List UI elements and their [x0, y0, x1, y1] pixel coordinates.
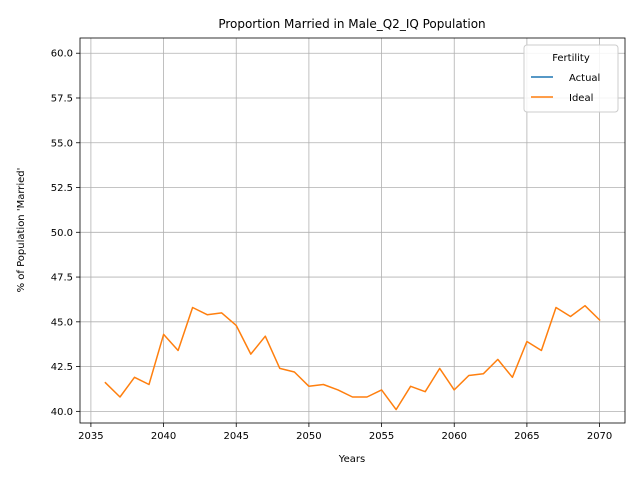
legend: Fertility Actual Ideal — [523, 44, 619, 113]
x-tick-label: 2070 — [587, 431, 612, 442]
y-tick-label: 45.0 — [51, 317, 73, 328]
y-tick-label: 57.5 — [51, 93, 73, 104]
y-tick-label: 52.5 — [51, 183, 73, 194]
y-tick-label: 42.5 — [51, 362, 73, 373]
chart-title: Proportion Married in Male_Q2_IQ Populat… — [218, 17, 485, 31]
y-axis-label: % of Population 'Married' — [16, 168, 27, 293]
y-axis: 40.0 42.5 45.0 47.5 50.0 52.5 55.0 57.5 60.0 — [51, 49, 80, 418]
x-axis: 2035 2040 2045 2050 2055 2060 2065 2070 — [78, 423, 612, 442]
legend-box — [523, 44, 619, 113]
y-tick-label: 47.5 — [51, 273, 73, 284]
x-tick-label: 2065 — [514, 431, 539, 442]
series-layer — [104, 304, 601, 411]
plot-frame — [79, 37, 626, 424]
x-tick-label: 2060 — [442, 431, 467, 442]
x-tick-label: 2045 — [224, 431, 249, 442]
y-tick-label: 40.0 — [51, 407, 73, 418]
legend-label-ideal: Ideal — [569, 93, 593, 104]
x-tick-label: 2055 — [369, 431, 394, 442]
x-tick-label: 2035 — [78, 431, 103, 442]
y-tick-label: 55.0 — [51, 138, 73, 149]
legend-title: Fertility — [552, 53, 590, 64]
y-tick-label: 60.0 — [51, 49, 73, 60]
legend-label-actual: Actual — [569, 73, 600, 84]
y-tick-label: 50.0 — [51, 228, 73, 239]
series-line-ideal — [104, 304, 601, 411]
x-tick-label: 2050 — [296, 431, 321, 442]
x-tick-label: 2040 — [151, 431, 176, 442]
x-axis-label: Years — [338, 454, 365, 465]
